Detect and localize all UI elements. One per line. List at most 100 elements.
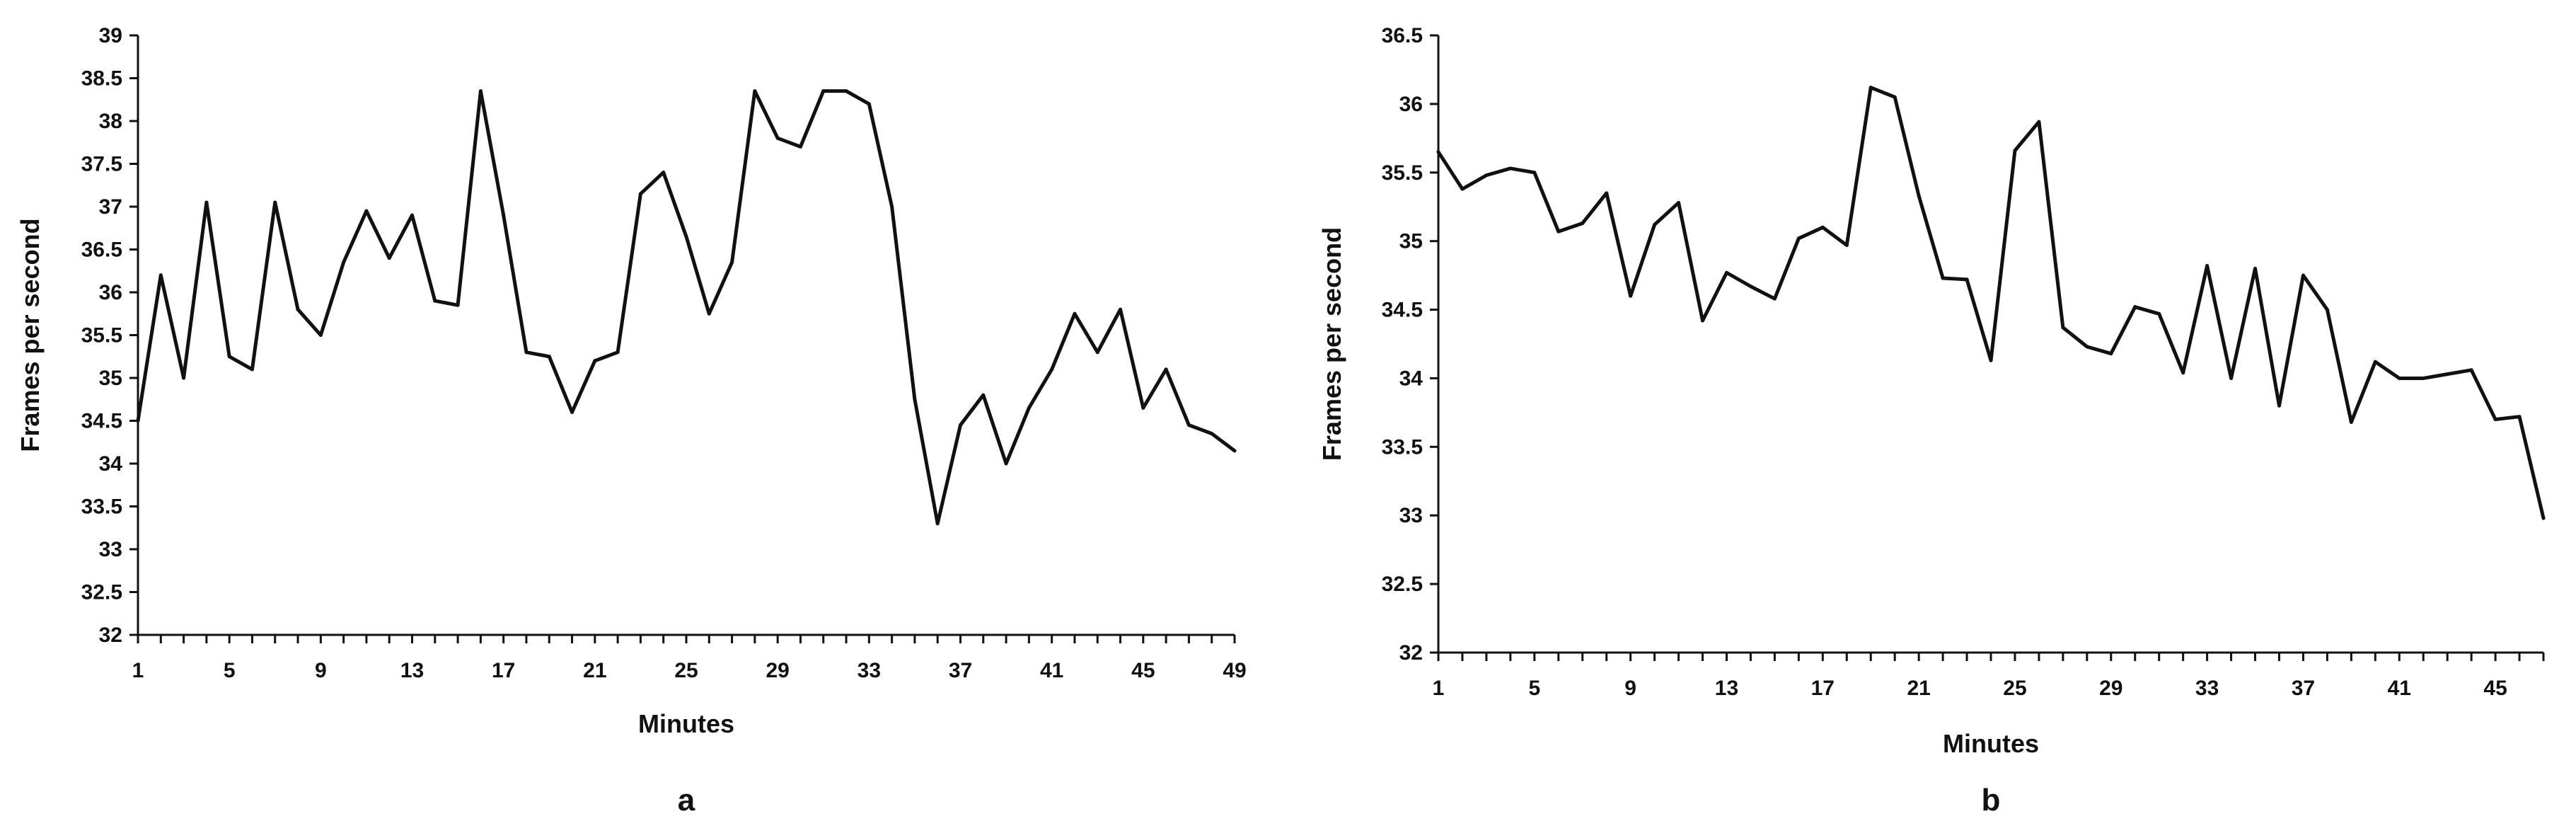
data-point: [959, 423, 962, 427]
data-point: [2061, 326, 2065, 330]
data-point: [707, 311, 711, 316]
data-point: [1508, 166, 1513, 171]
data-point: [2205, 264, 2210, 268]
y-tick-label: 36: [99, 281, 122, 304]
data-point: [1532, 171, 1537, 175]
data-point: [730, 260, 734, 265]
data-point: [318, 333, 323, 337]
y-tick-label: 35: [1399, 230, 1423, 253]
x-tick-label: 29: [2099, 677, 2122, 700]
y-tick-label: 35.5: [81, 324, 122, 348]
x-tick-label: 9: [315, 659, 327, 682]
data-point: [913, 397, 917, 401]
x-tick-label: 29: [766, 659, 789, 682]
x-tick-label: 33: [2195, 677, 2219, 700]
y-tick-label: 36: [1399, 93, 1423, 116]
data-point: [1141, 406, 1145, 410]
data-point: [2181, 371, 2185, 375]
x-tick-label: 21: [583, 659, 606, 682]
data-point: [2109, 352, 2113, 356]
data-point: [250, 367, 254, 372]
data-point: [1095, 350, 1099, 355]
data-point: [2037, 120, 2041, 124]
data-point: [1748, 285, 1752, 289]
data-point: [2157, 311, 2161, 316]
x-tick-label: 25: [2003, 677, 2026, 700]
y-tick-label: 34: [99, 452, 123, 476]
data-point: [775, 136, 780, 140]
data-point: [1556, 229, 1561, 234]
data-point: [342, 260, 346, 265]
y-axis-title: Frames per second: [1317, 227, 1346, 461]
data-point: [1484, 173, 1489, 178]
data-point: [662, 171, 666, 175]
data-point: [296, 307, 300, 311]
data-point: [753, 89, 757, 93]
data-point: [204, 200, 209, 205]
chart-panel-b: 32 32.5 33 33.5 34 34.5 35 35.5 36 36.5 1 5 9 13 17 21 2…: [1317, 24, 2546, 817]
panel-label: a: [678, 783, 695, 817]
x-axis-title: Minutes: [638, 709, 734, 738]
data-point: [684, 234, 688, 239]
y-tick-label: 38: [99, 110, 122, 133]
data-point: [456, 303, 460, 307]
data-point: [1004, 461, 1008, 466]
data-point: [1232, 449, 1237, 453]
data-point: [2325, 308, 2329, 312]
data-point: [1164, 367, 1168, 372]
data-point: [1581, 221, 1585, 225]
y-tick-label: 34: [1399, 367, 1423, 390]
chart-panel-a: 32 32.5 33 33.5 34 34.5 35 35.5 36 36.5 37 37.5 38 38…: [16, 24, 1247, 817]
data-point: [524, 350, 529, 355]
data-point: [1989, 358, 1993, 362]
data-point: [1186, 423, 1191, 427]
data-point: [821, 89, 826, 93]
data-point: [1050, 367, 1054, 372]
data-point: [981, 393, 986, 397]
data-point: [2253, 266, 2258, 270]
data-point: [593, 359, 597, 363]
data-point: [1893, 95, 1897, 99]
data-point: [2421, 376, 2425, 380]
data-point: [1027, 406, 1031, 410]
y-tick-label: 32.5: [81, 581, 122, 604]
data-point: [547, 355, 551, 359]
x-tick-label: 17: [492, 659, 515, 682]
data-point: [1605, 191, 1609, 195]
data-point: [158, 273, 163, 277]
data-point: [2493, 418, 2497, 422]
data-point: [1917, 194, 1921, 198]
y-tick-label: 37: [99, 195, 122, 219]
data-point: [1941, 276, 1945, 280]
y-tick-label: 33: [99, 538, 122, 561]
data-point: [410, 213, 414, 217]
data-point: [616, 350, 620, 355]
data-point: [1724, 270, 1728, 275]
data-point: [1677, 200, 1681, 205]
data-point: [1701, 318, 1705, 323]
y-tick-label: 35.5: [1382, 161, 1423, 185]
x-tick-label: 21: [1907, 677, 1930, 700]
x-tick-label: 1: [1433, 677, 1445, 700]
data-point: [1772, 297, 1777, 301]
data-point: [844, 89, 848, 93]
data-point: [182, 376, 186, 380]
x-tick-label: 5: [1528, 677, 1540, 700]
data-point: [1653, 222, 1657, 226]
data-point: [1436, 150, 1440, 154]
data-point: [478, 89, 483, 93]
y-tick-label: 34.5: [1382, 299, 1423, 322]
y-tick-label: 32.5: [1382, 573, 1423, 596]
y-tick-label: 33.5: [1382, 435, 1423, 459]
data-point: [798, 144, 802, 149]
data-point: [2085, 345, 2089, 349]
y-tick-label: 32: [99, 624, 122, 647]
data-point: [2373, 360, 2377, 364]
data-point: [1965, 277, 1969, 282]
x-tick-label: 45: [1131, 659, 1155, 682]
x-tick-label: 33: [857, 659, 881, 682]
y-tick-label: 34.5: [81, 410, 122, 433]
y-tick-label: 38.5: [81, 67, 122, 91]
data-point: [1460, 187, 1465, 191]
